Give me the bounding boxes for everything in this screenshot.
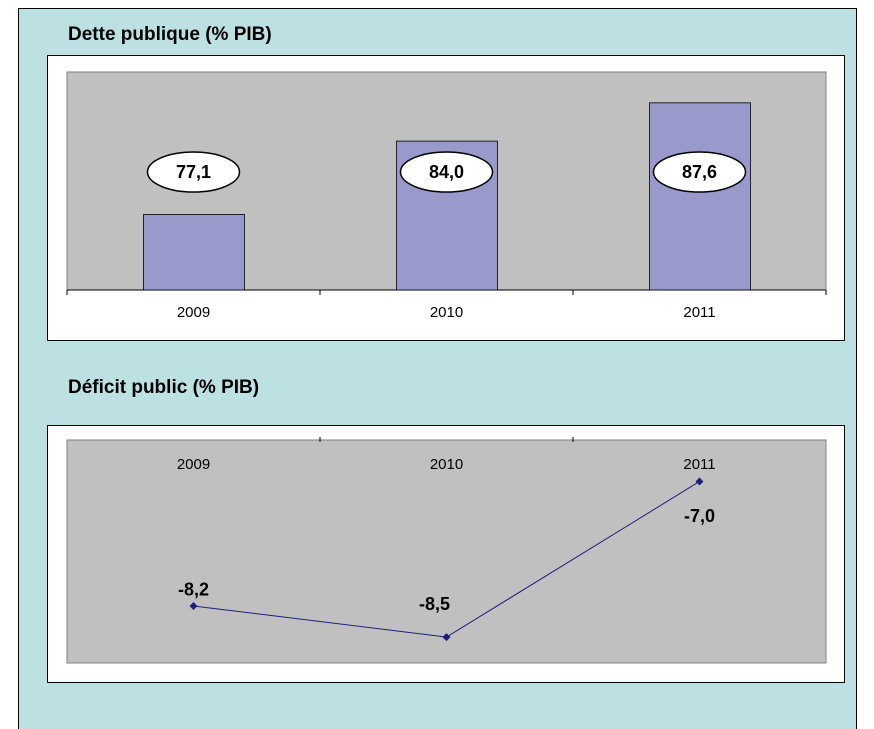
data-label: -7,0 <box>684 506 715 526</box>
label-bubble <box>652 151 747 193</box>
data-label: -8,5 <box>419 594 450 614</box>
bar <box>143 214 245 291</box>
data-label: 84,0 <box>429 162 464 182</box>
x-tick-label: 2009 <box>177 304 210 321</box>
label-bubble <box>146 151 241 193</box>
data-label: 77,1 <box>176 162 211 182</box>
marker <box>189 601 198 610</box>
chart-title: Dette publique (% PIB) <box>68 24 272 45</box>
plot-area <box>66 439 827 664</box>
label-bubble <box>399 151 494 193</box>
marker <box>442 633 451 642</box>
x-tick-label: 2009 <box>177 456 210 473</box>
marker <box>695 477 704 486</box>
data-label: -8,2 <box>178 580 209 600</box>
x-tick-label: 2010 <box>430 304 463 321</box>
x-tick-label: 2011 <box>683 304 715 321</box>
x-tick-label: 2011 <box>683 456 715 473</box>
x-tick-label: 2010 <box>430 456 463 473</box>
panel-border <box>18 8 857 729</box>
bar <box>649 102 751 291</box>
chart-title: Déficit public (% PIB) <box>68 377 259 398</box>
data-label: 87,6 <box>682 162 717 182</box>
